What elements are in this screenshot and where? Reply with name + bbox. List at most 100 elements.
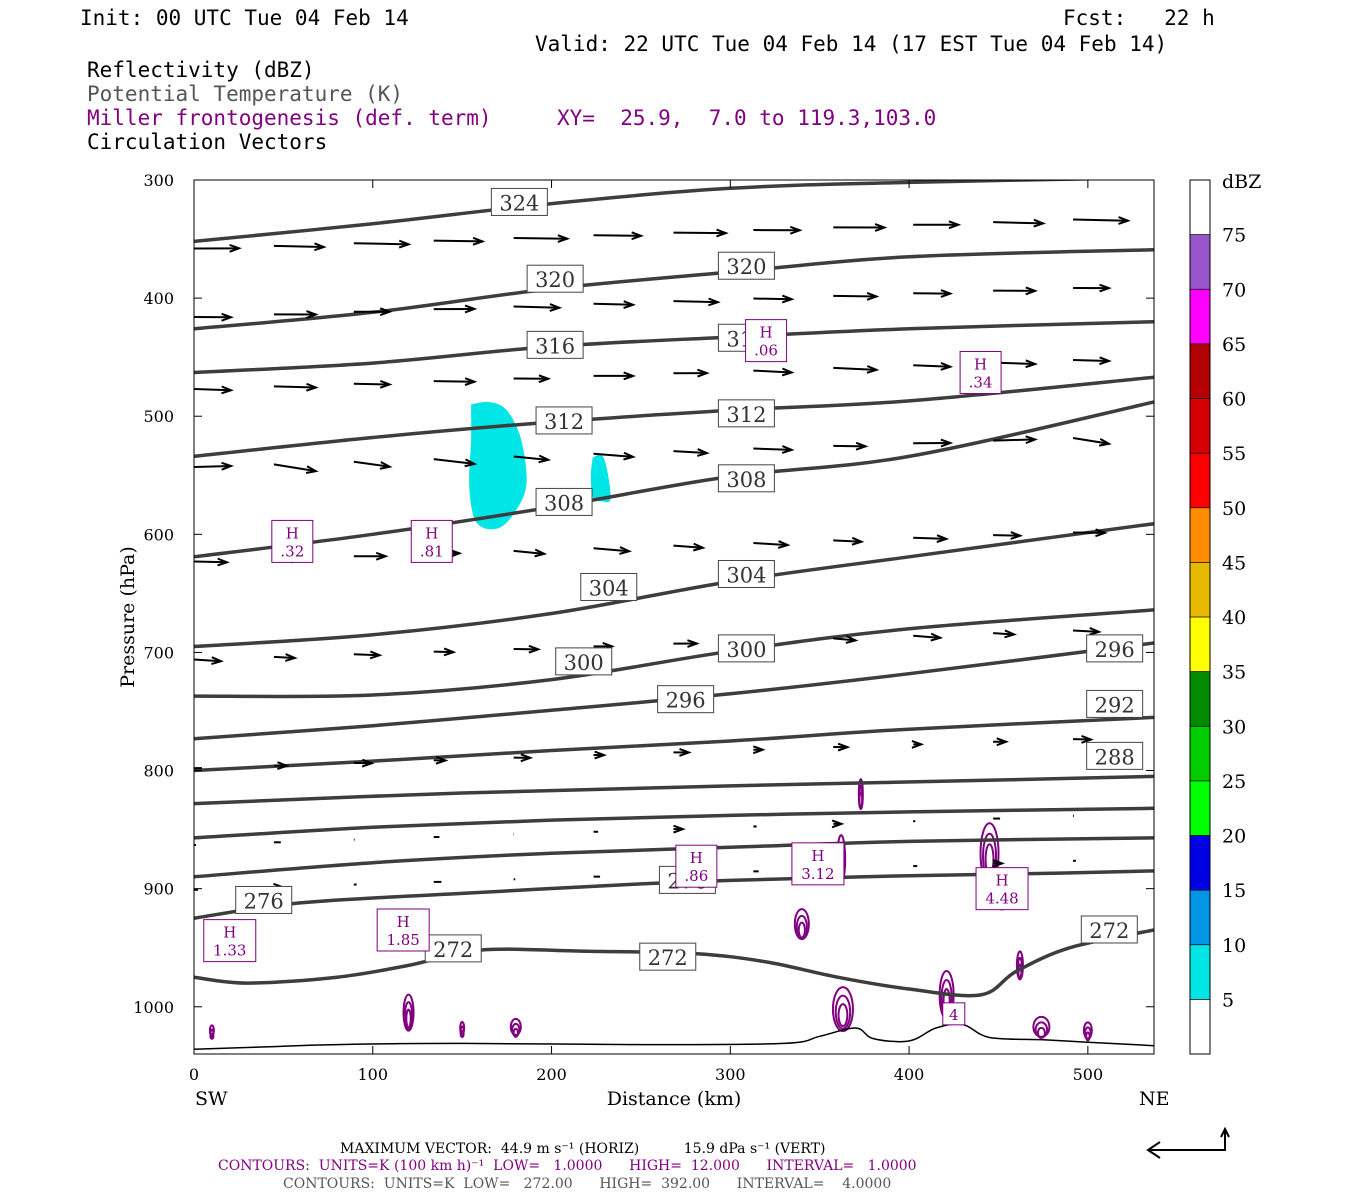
svg-text:324: 324 [499,191,539,215]
circulation-vector [194,656,224,666]
frontogenesis-contour-2 [831,986,854,1033]
colorbar-label: 35 [1222,662,1246,684]
frontogenesis-max-7: H4.48 [975,867,1029,911]
frontogenesis-max-8: H1.85 [376,908,430,952]
svg-text:4: 4 [949,1006,959,1024]
y-tick-label: 1000 [133,998,174,1017]
circulation-vector [433,304,478,314]
colorbar-swatch-5 [1190,726,1210,781]
svg-text:3.12: 3.12 [801,865,834,883]
colorbar-label: 5 [1222,989,1234,1011]
circulation-vector [993,531,1024,540]
circulation-vector [673,368,710,378]
y-tick-label: 500 [143,407,174,426]
colorbar-label: 75 [1222,225,1246,247]
theta-contour-272 [194,928,1154,998]
frontogenesis-max-1: H.06 [745,319,788,363]
theta-label-312-1: 312 [535,406,593,435]
x-tick-label: 500 [1073,1065,1104,1084]
frontogenesis-contour-11 [1015,950,1024,981]
circulation-vector [833,441,869,451]
svg-text:.32: .32 [280,542,304,560]
colorbar-swatch-7 [1190,617,1210,672]
circulation-vector [673,824,686,834]
svg-text:.81: .81 [420,542,444,560]
circulation-vector [353,460,393,470]
circulation-vector [353,239,412,249]
svg-text:.34: .34 [969,374,993,392]
svg-text:272: 272 [433,938,473,962]
circulation-vector [353,758,375,768]
theta-label-300-2: 300 [717,634,775,663]
colorbar-label: 15 [1222,880,1246,902]
frontogenesis-contour-13 [459,1021,466,1039]
circulation-vector [992,859,1006,868]
circulation-vector [833,635,859,644]
svg-text:288: 288 [1095,745,1135,769]
svg-text:320: 320 [726,255,766,279]
colorbar-swatch-4 [1190,780,1210,836]
theta-label-304-2: 304 [717,559,775,588]
maximum-vector-note: MAXIMUM VECTOR: 44.9 m s⁻¹ (HORIZ) 15.9 … [340,1141,826,1157]
theta-contour-288 [194,774,1154,806]
circulation-vector [433,458,478,468]
terrain-line [194,1023,1154,1051]
theta-contour-300 [194,608,1154,699]
svg-text:272: 272 [1089,919,1129,943]
circulation-vector [273,761,290,770]
circulation-vector [513,644,542,654]
theta-label-272-2: 272 [639,942,697,971]
circulation-vector [833,223,888,232]
circulation-vector [433,755,449,765]
frontogenesis-max-3: H.32 [271,519,314,563]
circulation-vector [913,438,954,448]
colorbar-swatch-6 [1190,671,1210,727]
circulation-vector [433,236,486,246]
circulation-vector [913,534,950,543]
circulation-vector [353,379,393,389]
theta-contour-296 [194,641,1154,741]
left-end-label: SW [195,1088,228,1110]
colorbar-swatch-12 [1190,343,1210,399]
theta-contour-320 [194,247,1154,331]
frontogenesis-contour-14 [208,1024,215,1040]
theta-label-288-1: 288 [1086,741,1144,770]
circulation-vector [513,303,563,312]
y-tick-label: 700 [143,643,174,662]
svg-text:1.85: 1.85 [386,931,419,949]
colorbar-label: 50 [1222,498,1246,520]
x-tick-label: 300 [715,1065,746,1084]
svg-text:276: 276 [244,889,284,913]
colorbar-swatch-14 [1190,234,1210,290]
circulation-vector [593,546,632,555]
right-end-label: NE [1139,1088,1170,1110]
y-tick-label: 800 [143,762,174,781]
svg-text:316: 316 [535,334,575,358]
colorbar-unit: dBZ [1222,171,1261,193]
circulation-vector [993,737,1010,747]
valid-time: Valid: 22 UTC Tue 04 Feb 14 (17 EST Tue … [535,32,1168,56]
svg-text:300: 300 [564,651,604,675]
colorbar-label: 70 [1222,279,1246,301]
y-tick-label: 600 [143,525,174,544]
x-tick-label: 200 [536,1065,567,1084]
theta-contour-304 [194,521,1154,649]
theta-label-312-2: 312 [717,399,775,428]
circulation-vector [833,365,880,374]
theta-contour-280 [194,836,1154,879]
circulation-vector [833,292,880,301]
circulation-vector [1072,436,1112,447]
svg-text:H: H [995,872,1008,890]
frontogenesis-max-9: H1.33 [203,919,257,963]
frontogenesis-contour-10 [1082,1021,1093,1042]
colorbar-label: 30 [1222,716,1246,738]
circulation-vector [593,750,607,760]
circulation-vector [194,557,230,567]
circulation-vector [1073,528,1108,538]
circulation-vector [1072,216,1131,225]
circulation-vector [752,745,766,755]
circulation-vector [993,218,1047,228]
colorbar-label: 65 [1222,334,1246,356]
circulation-vector [1072,734,1094,744]
circulation-vector [993,629,1018,639]
